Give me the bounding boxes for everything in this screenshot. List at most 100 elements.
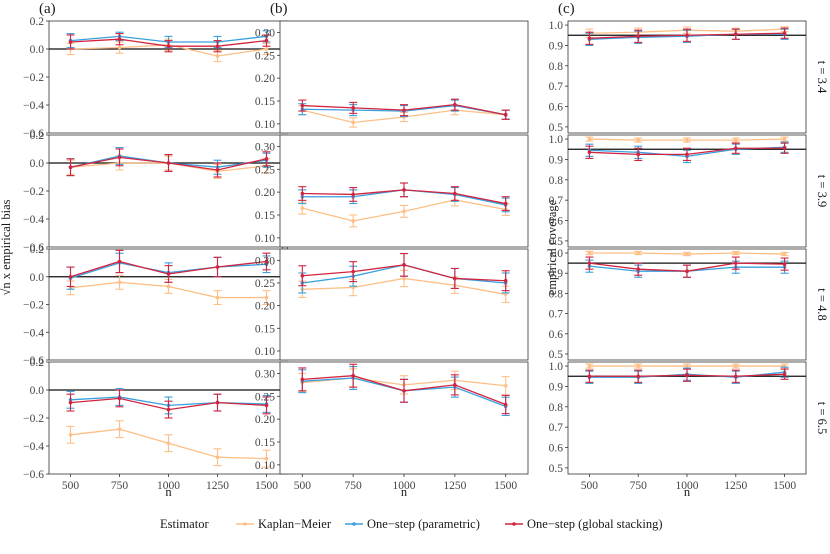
- data-point: [733, 374, 738, 379]
- y-tick-label: 0.5: [549, 463, 564, 475]
- y-tick-label: 0.30: [255, 368, 275, 380]
- y-tick-label: 0.25: [255, 278, 275, 290]
- y-tick-label: 0.20: [255, 73, 275, 85]
- x-tick-label: 750: [345, 480, 363, 492]
- legend-title: Estimator: [160, 517, 209, 531]
- x-tick-label: 750: [111, 480, 129, 492]
- facet-c-row-2: 0.5 0.6 0.7 0.8 0.9 1.0 t = 3.9: [549, 134, 829, 248]
- series-stack: [66, 389, 271, 419]
- x-tick-label: 1500: [494, 480, 517, 492]
- y-tick-label: −0.6: [23, 469, 44, 481]
- data-point: [351, 269, 355, 274]
- data-point: [264, 295, 269, 300]
- y-tick-label: 1.0: [549, 20, 564, 32]
- y-tick-label: −0.4: [23, 327, 44, 339]
- x-tick-label: 750: [630, 480, 648, 492]
- y-tick-label: 0.2: [30, 357, 45, 369]
- legend: Estimator Kaplan−Meier One−step (parametri…: [160, 517, 663, 531]
- y-tick-label: 0.8: [549, 288, 564, 300]
- y-tick-label: −0.6: [23, 242, 44, 254]
- data-point: [166, 272, 171, 276]
- data-point: [300, 273, 305, 278]
- facet-b-row-3: 0.10 0.15 0.20 0.25 0.30: [255, 248, 529, 361]
- data-point: [117, 396, 122, 401]
- data-point: [402, 108, 406, 112]
- facet-strip-label: t = 6.5: [815, 402, 829, 434]
- series-km: [298, 193, 510, 228]
- series-stack: [585, 142, 789, 162]
- x-tick-label: 1000: [157, 480, 180, 492]
- x-tick-label: 1000: [393, 480, 416, 492]
- data-point: [636, 267, 641, 271]
- y-tick-label: 0.5: [549, 236, 564, 248]
- panel-label: (a): [39, 1, 56, 17]
- y-tick-label: 0.30: [255, 255, 275, 267]
- series-stack: [298, 252, 510, 292]
- panel-column-c: (c) empirical coverage n 0.5 0.6 0.7 0.8 0.9 1.0…: [545, 1, 829, 499]
- data-point: [782, 31, 787, 36]
- data-point: [587, 137, 592, 141]
- x-tick-label: 1500: [255, 480, 278, 492]
- y-tick-label: 0.15: [255, 210, 275, 222]
- data-point: [587, 261, 592, 265]
- y-tick-label: −0.6: [23, 355, 44, 367]
- y-tick-label: 0.5: [549, 349, 564, 361]
- data-point: [351, 106, 355, 110]
- data-point: [453, 191, 457, 196]
- y-tick-label: 0.8: [549, 175, 564, 187]
- y-tick-label: 0.0: [30, 44, 45, 56]
- series-km: [585, 136, 789, 143]
- data-point: [685, 269, 689, 274]
- data-point: [587, 374, 592, 379]
- data-point: [782, 252, 787, 256]
- facet-c-row-1: 0.5 0.6 0.7 0.8 0.9 1.0 t = 3.4: [549, 20, 829, 134]
- series-km: [585, 250, 789, 257]
- facet-c-row-4: 0.5 0.6 0.7 0.8 0.9 1.0 500 750 1000 1250 1500 t = …: [549, 361, 829, 492]
- y-axis-title: empirical coverage: [545, 199, 559, 295]
- data-point: [300, 377, 305, 382]
- data-point: [117, 427, 122, 432]
- y-tick-label: −0.6: [23, 128, 44, 140]
- y-tick-label: 0.10: [255, 233, 275, 245]
- y-tick-label: −0.4: [23, 214, 44, 226]
- y-tick-label: −0.2: [23, 300, 44, 312]
- series-stack: [585, 27, 789, 45]
- x-tick-label: 1250: [443, 480, 466, 492]
- data-point: [636, 364, 641, 368]
- data-point: [402, 188, 406, 192]
- facet-a-row-1: 0.2 0.0 −0.2 −0.4 −0.6: [23, 16, 289, 140]
- data-point: [117, 259, 122, 264]
- x-tick-label: 500: [294, 480, 312, 492]
- y-tick-label: 0.9: [549, 268, 564, 280]
- y-tick-label: 0.15: [255, 323, 275, 335]
- data-point: [264, 259, 269, 264]
- y-tick-label: 0.5: [549, 122, 564, 134]
- series-stack: [66, 33, 271, 53]
- facet-b-row-4: 0.10 0.15 0.20 0.25 0.30 500 750 1000 1250 1500: [255, 361, 529, 492]
- data-point: [264, 38, 269, 43]
- y-tick-label: −0.4: [23, 441, 44, 453]
- data-point: [117, 155, 122, 160]
- data-point: [264, 157, 269, 161]
- data-point: [636, 152, 641, 157]
- y-tick-label: 0.6: [549, 443, 564, 455]
- y-tick-label: 0.2: [30, 244, 45, 256]
- y-tick-label: 0.7: [549, 422, 564, 434]
- y-tick-label: 0.6: [549, 329, 564, 341]
- data-point: [402, 209, 406, 214]
- x-tick-label: 500: [581, 480, 599, 492]
- facet-c-row-3: 0.5 0.6 0.7 0.8 0.9 1.0 t = 4.8: [549, 248, 829, 361]
- data-point: [68, 40, 73, 44]
- y-tick-label: 0.9: [549, 40, 564, 52]
- y-tick-label: 0.6: [549, 102, 564, 114]
- y-tick-label: 0.0: [30, 385, 45, 397]
- data-point: [166, 284, 171, 289]
- legend-label: Kaplan−Meier: [258, 517, 332, 531]
- data-point: [733, 32, 738, 37]
- y-tick-label: 0.20: [255, 187, 275, 199]
- y-tick-label: 0.2: [30, 130, 45, 142]
- data-point: [685, 33, 689, 38]
- facet-a-row-3: 0.2 0.0 −0.2 −0.4 −0.6: [23, 244, 289, 367]
- data-point: [166, 44, 171, 48]
